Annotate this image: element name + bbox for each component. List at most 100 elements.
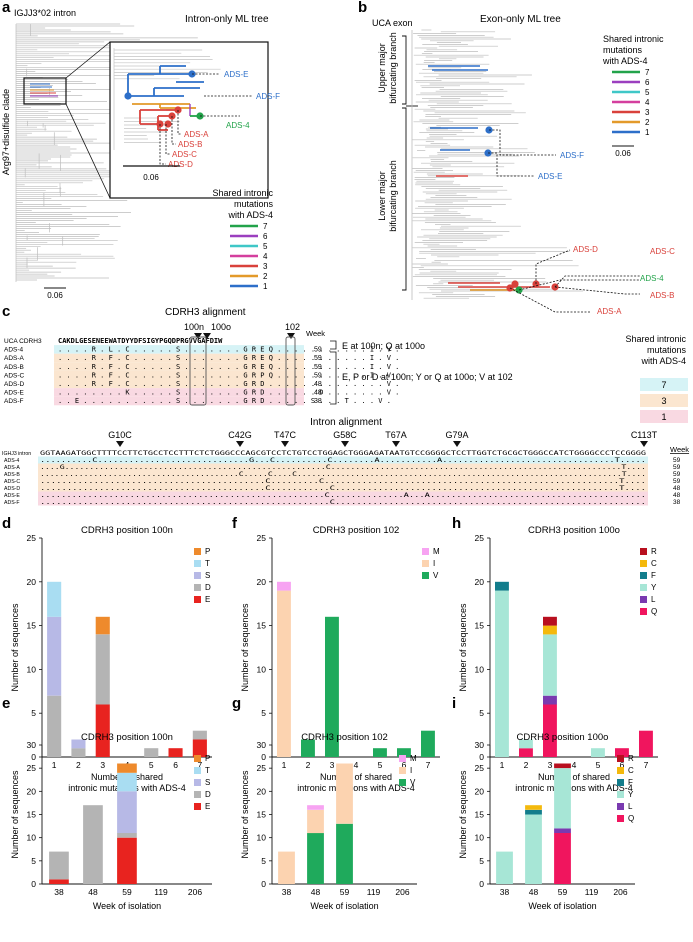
- legend-label: 6: [645, 78, 650, 87]
- x-tick-label: 48: [529, 887, 539, 897]
- intron-gene-label: IGJJ3*02 intron: [14, 8, 76, 18]
- legend-swatch: [194, 767, 201, 774]
- x-tick-label: 119: [585, 887, 599, 897]
- legend-label: 4: [263, 252, 268, 261]
- exon-tree-branches: ADS-F ADS-E ADS-D ADS-C ADS-4 ADS-B ADS-A: [411, 29, 675, 316]
- brace: [330, 340, 337, 350]
- bar-I-1: [277, 590, 291, 757]
- x-axis-label: intronic mutations with ADS-4: [297, 783, 415, 793]
- bar-F-1: [495, 581, 509, 591]
- intron-marker-label: G79A: [445, 430, 468, 440]
- legend-label: S: [205, 778, 210, 787]
- alignment-seq: . . E . . . . . . . . . . . S . . . . . …: [58, 397, 391, 405]
- legend-label: F: [651, 571, 656, 580]
- alignment-row-bg: [54, 396, 304, 406]
- y-tick-label: 5: [261, 856, 266, 866]
- intron-row-bg: [38, 477, 648, 485]
- bar-T-59: [117, 772, 137, 792]
- y-tick-label: 30: [257, 740, 267, 750]
- legend-swatch: [617, 779, 624, 786]
- bar-Y-5: [591, 748, 605, 757]
- intron-row-bg: [38, 498, 648, 506]
- y-tick-label: 20: [27, 786, 37, 796]
- intron-row-name: ADS-F: [4, 500, 20, 506]
- legend-label: F: [628, 778, 633, 787]
- legend-label: R: [628, 754, 634, 763]
- intron-row-bg: [38, 484, 648, 492]
- legend-label: 2: [645, 118, 650, 127]
- intron-row-name: ADS-E: [4, 493, 20, 499]
- legend-label: 6: [263, 232, 268, 241]
- legend-swatch: [617, 803, 624, 810]
- legend-swatch: [617, 815, 624, 822]
- alignment-seq: CAKDLGESENEEWATDYYDFSIGYPGQDPRGVVGAFDIW: [58, 337, 223, 345]
- alignment-seq: . . . . R . F . C . . . . . S . . . . . …: [58, 354, 399, 362]
- leaf-label: ADS-B: [650, 291, 674, 300]
- clade-label: Arg97+disulfide clade: [1, 89, 11, 175]
- leaf-leader: [509, 287, 590, 313]
- panel-b-exon-tree: b Exon-only ML tree UCA exon Upper major…: [358, 0, 675, 316]
- alignment-week: 59: [314, 347, 322, 354]
- intron-seq: ........................................…: [40, 485, 646, 492]
- y-tick-label: 15: [475, 810, 485, 820]
- intron-week: 48: [673, 492, 681, 499]
- bar-Y-48: [525, 814, 542, 884]
- legend-label: 1: [263, 282, 268, 291]
- x-tick-label: 6: [620, 760, 625, 770]
- legend-swatch: [640, 572, 647, 579]
- bar-Y-38: [496, 851, 513, 884]
- legend-swatch: [399, 755, 406, 762]
- legend-swatch: [194, 560, 201, 567]
- inset-tree-box: [109, 41, 269, 199]
- leaf-leader: [488, 152, 535, 177]
- marker-triangle: [287, 333, 295, 339]
- bar-E-6: [168, 748, 183, 757]
- intron-alignment: Intron alignment G10C C42G T47C G58C T67A G79A…: [2, 417, 689, 506]
- intron-week: 59: [673, 471, 681, 478]
- leaf-label: ADS-4: [226, 121, 250, 130]
- bar-Q-59: [554, 833, 571, 884]
- x-tick-label: 4: [572, 760, 577, 770]
- legend-label: 2: [263, 272, 268, 281]
- intron-week: 48: [673, 485, 681, 492]
- upper-branch-label-1: Upper major: [377, 43, 387, 93]
- bar-S-1: [47, 616, 62, 696]
- bar-D-2: [71, 748, 86, 757]
- y-tick-label: 0: [479, 879, 484, 889]
- leaf-label: ADS-E: [538, 172, 562, 181]
- cdrh3-alignment: 100n 100o 102 UCA CDRH3 CAKDLGESENEEWATDYYDF…: [4, 322, 513, 406]
- legend-swatch: [194, 572, 201, 579]
- leaf-leader: [535, 249, 571, 284]
- x-tick-label: 38: [500, 887, 510, 897]
- bar-V-59: [336, 823, 353, 884]
- legend-swatch: [640, 584, 647, 591]
- panel-c-alignments: c CDRH3 alignment 100n 100o 102 UCA CDRH3 CA…: [2, 303, 689, 506]
- legend-swatch: [194, 803, 201, 810]
- legend-label: 3: [263, 262, 268, 271]
- legend-swatch: [194, 791, 201, 798]
- week-header: Week: [670, 445, 689, 454]
- leaf-label: ADS-A: [184, 130, 209, 139]
- lower-branch-bracket: [402, 107, 407, 291]
- bar-E-3: [95, 704, 110, 757]
- legend-label: P: [205, 547, 210, 556]
- lower-branch-label-2: bifurcating branch: [388, 160, 398, 232]
- y-tick-label: 5: [261, 708, 266, 718]
- legend-label: I: [410, 766, 412, 775]
- intron-marker-triangle: [341, 441, 349, 447]
- cdrh3-alignment-title: CDRH3 alignment: [165, 307, 246, 318]
- tree-scale-label: 0.06: [47, 291, 63, 300]
- zoom-line-top: [65, 41, 111, 79]
- x-tick-label: 1: [500, 760, 505, 770]
- y-axis-label: Number of sequences: [458, 770, 468, 859]
- legend-b-title: Shared intronic mutations with ADS-4: [602, 34, 664, 66]
- highlight-box: [189, 336, 207, 406]
- x-axis-label: Week of isolation: [528, 901, 596, 911]
- x-tick-label: 3: [548, 760, 553, 770]
- legend-swatch: [640, 608, 647, 615]
- legend-swatch: [399, 779, 406, 786]
- x-tick-label: 1: [282, 760, 287, 770]
- legend-title-line: mutations: [603, 45, 643, 55]
